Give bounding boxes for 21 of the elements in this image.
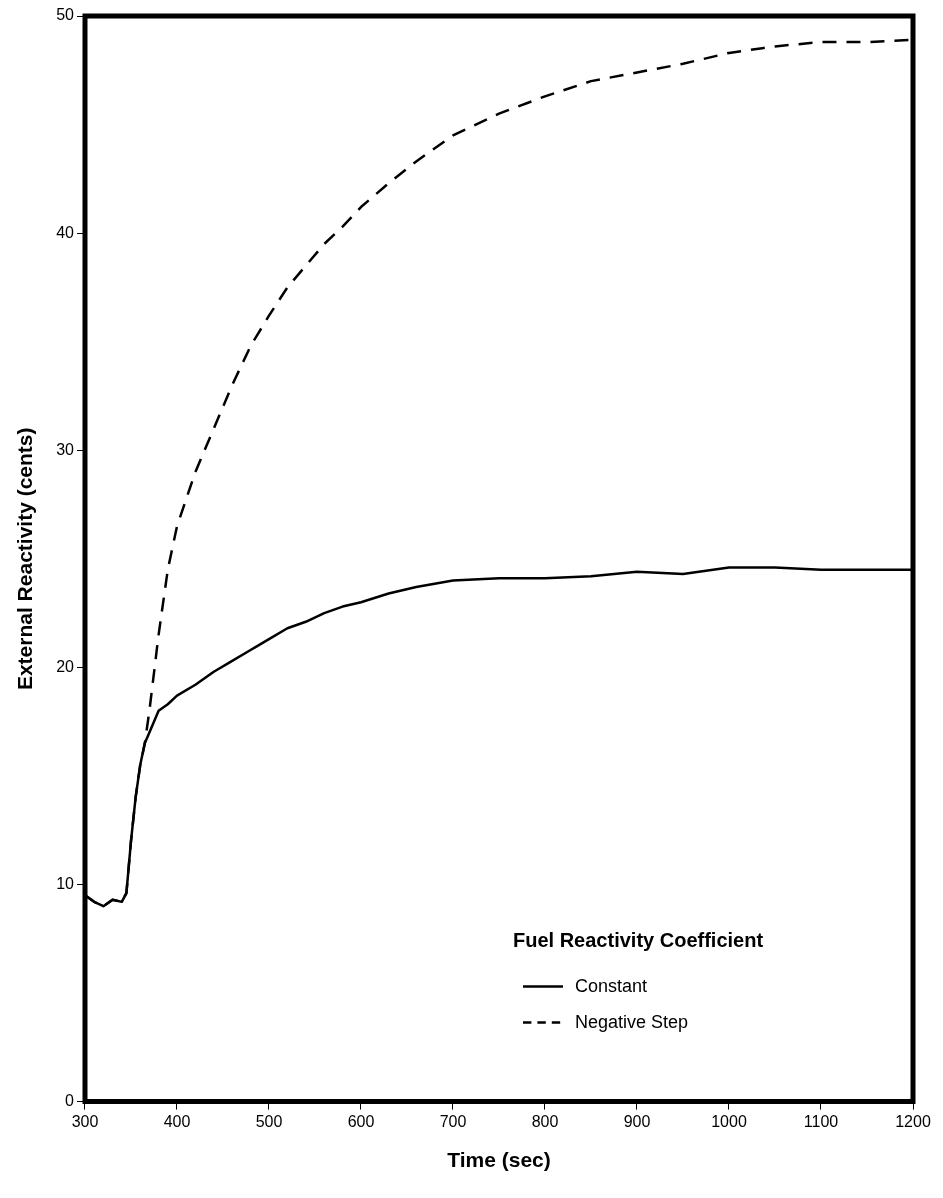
y-tick-label: 30: [56, 440, 75, 458]
y-tick-label: 10: [56, 874, 75, 892]
x-tick-label: 1200: [895, 1112, 931, 1130]
x-tick-label: 500: [255, 1112, 283, 1130]
legend-title: Fuel Reactivity Coefficient: [513, 929, 764, 952]
x-tick-label: 600: [347, 1112, 375, 1130]
x-tick-label: 1100: [803, 1112, 839, 1130]
x-tick-label: 400: [163, 1112, 191, 1130]
y-tick-label: 40: [56, 223, 75, 241]
x-tick-label: 300: [71, 1112, 99, 1130]
y-tick-label: 20: [56, 657, 75, 675]
y-tick-label: 50: [56, 6, 75, 24]
y-tick-label: 0: [65, 1092, 75, 1110]
x-tick-label: 1000: [711, 1112, 747, 1130]
x-tick-label: 700: [439, 1112, 467, 1130]
x-tick-label: 900: [623, 1112, 651, 1130]
x-tick-label: 800: [531, 1112, 559, 1130]
y-axis-title: External Reactivity (cents): [13, 427, 37, 691]
legend-label: Constant: [575, 975, 648, 996]
x-axis-title: Time (sec): [447, 1148, 551, 1172]
legend-label: Negative Step: [575, 1011, 689, 1032]
